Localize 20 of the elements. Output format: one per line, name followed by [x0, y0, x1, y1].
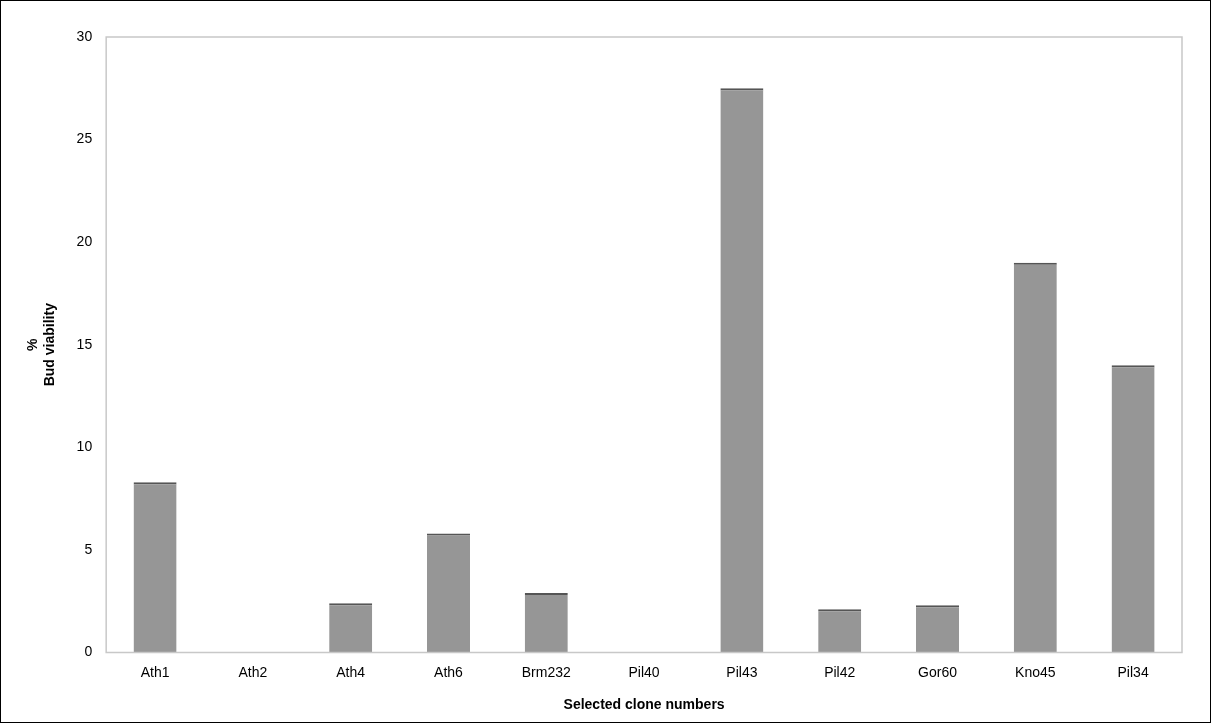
x-tick-label: Ath1: [140, 663, 170, 680]
y-tick-label: 0: [84, 643, 93, 660]
x-tick-label: Pil43: [726, 663, 758, 680]
y-axis-title: % Bud viability: [24, 302, 58, 387]
y-tick-label: 25: [76, 130, 93, 147]
x-tick-label: Gor60: [918, 663, 958, 680]
x-tick-label: Kno45: [1015, 663, 1056, 680]
x-tick-label: Ath6: [434, 663, 464, 680]
y-tick-label: 5: [84, 540, 93, 557]
x-tick-label: Ath4: [336, 663, 366, 680]
x-tick-label: Pil34: [1117, 663, 1149, 680]
x-axis-title: Selected clone numbers: [563, 696, 725, 713]
x-tick-label: Pil42: [824, 663, 856, 680]
y-tick-label: 20: [76, 232, 93, 249]
y-tick-label: 15: [76, 335, 93, 352]
x-tick-label: Pil40: [628, 663, 660, 680]
y-tick-label: 30: [76, 27, 93, 44]
x-tick-label: Ath2: [238, 663, 268, 680]
y-tick-label: 10: [76, 438, 93, 455]
x-tick-label: Brm232: [521, 663, 571, 680]
